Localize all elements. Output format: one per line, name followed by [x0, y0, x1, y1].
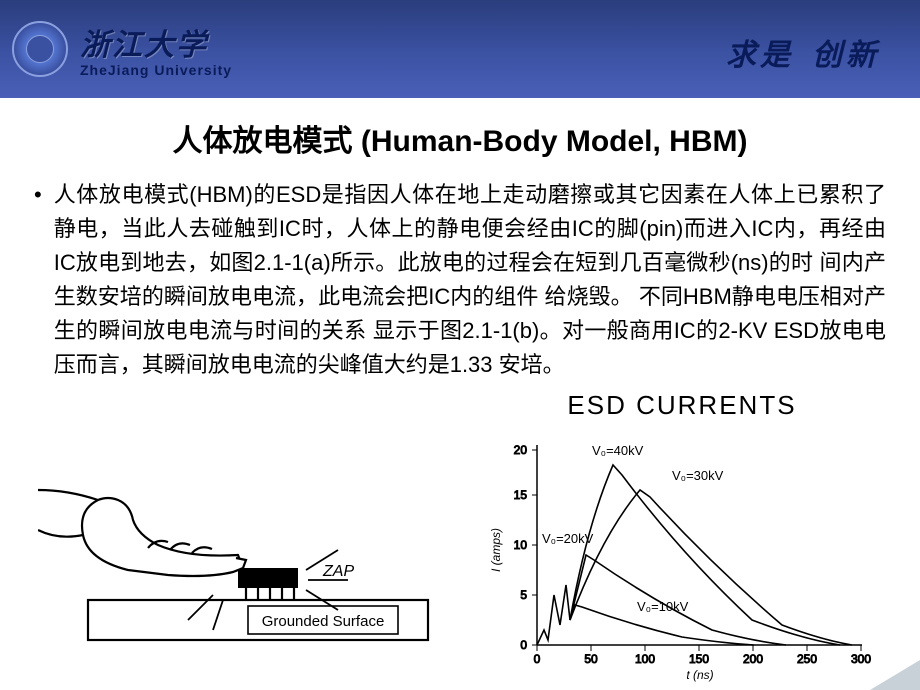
- slide-title: 人体放电模式 (Human-Body Model, HBM): [34, 116, 886, 160]
- xtick-2: 100: [635, 652, 655, 666]
- y-axis-label: I (amps): [489, 528, 503, 572]
- figures-row: Grounded Surface: [34, 390, 886, 685]
- motto-part-1: 求是: [726, 39, 794, 72]
- xtick-5: 250: [797, 652, 817, 666]
- xtick-6: 300: [851, 652, 871, 666]
- zap-label: ZAP: [322, 563, 354, 580]
- body-row: • 人体放电模式(HBM)的ESD是指因人体在地上走动磨擦或其它因素在人体上已累…: [34, 178, 886, 382]
- ytick-4: 20: [514, 443, 528, 457]
- slide-content: 人体放电模式 (Human-Body Model, HBM) • 人体放电模式(…: [0, 98, 920, 685]
- bullet-icon: •: [34, 178, 42, 212]
- university-name-cn: 浙江大学: [80, 20, 232, 64]
- ytick-1: 5: [520, 588, 527, 602]
- grounded-surface-label: Grounded Surface: [262, 613, 385, 630]
- university-seal-icon: [12, 21, 68, 77]
- body-paragraph: 人体放电模式(HBM)的ESD是指因人体在地上走动磨擦或其它因素在人体上已累积了…: [54, 178, 886, 382]
- figure-a-svg: Grounded Surface: [38, 450, 458, 660]
- motto: 求是创新: [726, 30, 880, 74]
- logo-area: 浙江大学 ZheJiang University: [0, 20, 232, 78]
- label-v40: V₀=40kV: [592, 443, 644, 458]
- xtick-1: 50: [584, 652, 598, 666]
- esd-chart-svg: 0 5 10 15 20 0 50 100 150 200 250 3: [482, 425, 882, 685]
- university-name-en: ZheJiang University: [80, 62, 232, 78]
- figure-b: ESD CURRENTS 0 5 10 15 20: [482, 390, 882, 685]
- chart-title: ESD CURRENTS: [482, 390, 882, 421]
- x-axis-label: t (ns): [686, 668, 713, 682]
- label-v20: V₀=20kV: [542, 531, 594, 546]
- xtick-4: 200: [743, 652, 763, 666]
- corner-fold-icon: [870, 660, 920, 690]
- label-v30: V₀=30kV: [672, 468, 724, 483]
- xtick-0: 0: [534, 652, 541, 666]
- figure-a: Grounded Surface: [38, 450, 458, 660]
- ytick-3: 15: [514, 488, 528, 502]
- ytick-2: 10: [514, 538, 528, 552]
- university-name: 浙江大学 ZheJiang University: [80, 20, 232, 78]
- ytick-0: 0: [520, 638, 527, 652]
- xtick-3: 150: [689, 652, 709, 666]
- label-v10: V₀=10kV: [637, 599, 689, 614]
- slide-header: 浙江大学 ZheJiang University 求是创新: [0, 0, 920, 98]
- motto-part-2: 创新: [812, 39, 880, 72]
